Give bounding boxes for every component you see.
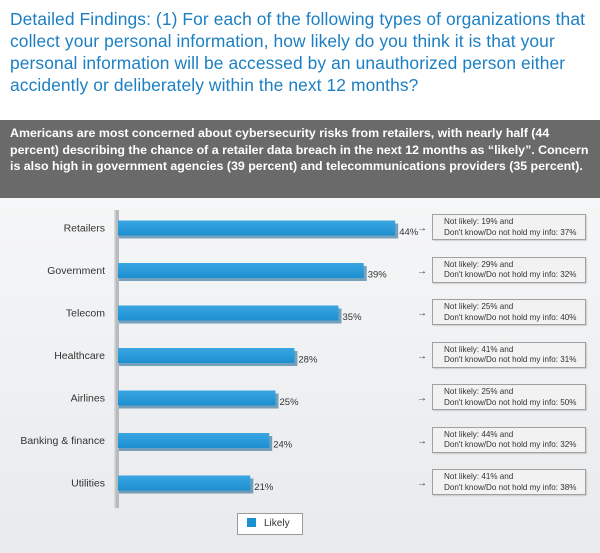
category-label: Airlines — [71, 393, 105, 405]
bar — [118, 475, 251, 491]
bar — [118, 348, 295, 363]
y-axis — [114, 210, 119, 508]
annotation-line-1: Not likely: 44% and — [444, 429, 514, 439]
chart-panel: Retailers 44% Government 39% Telecom 35% Healt… — [0, 198, 600, 553]
bar — [118, 263, 364, 278]
category-label: Telecom — [66, 308, 105, 320]
annotation-box: Not likely: 19% and Don't know/Do not hol… — [432, 214, 586, 240]
bar-chart: Retailers 44% Government 39% Telecom 35% Healt… — [20, 210, 419, 508]
annotation-line-2: Don't know/Do not hold my info: 38% — [444, 482, 577, 492]
bar — [118, 220, 396, 236]
annotation-line-2: Don't know/Do not hold my info: 32% — [444, 270, 577, 279]
arrow-right-icon: → — [417, 223, 427, 234]
category-label: Healthcare — [54, 350, 105, 362]
bar — [118, 433, 270, 448]
value-label: 44% — [399, 227, 419, 238]
annotation-line-2: Don't know/Do not hold my info: 40% — [444, 312, 577, 322]
annotation-line-2: Don't know/Do not hold my info: 37% — [444, 227, 577, 237]
category-label: Banking & finance — [20, 435, 105, 447]
summary-box: Americans are most concerned about cyber… — [0, 120, 600, 198]
value-label: 35% — [343, 312, 363, 323]
annotation-line-2: Don't know/Do not hold my info: 31% — [444, 355, 577, 364]
annotation-box: Not likely: 41% and Don't know/Do not hol… — [432, 469, 586, 495]
value-label: 25% — [280, 397, 300, 408]
chart-legend: Likely — [237, 513, 303, 535]
arrow-right-icon: → — [417, 435, 427, 447]
annotation-line-1: Not likely: 29% and — [444, 259, 514, 269]
bar — [118, 390, 276, 406]
annotation-line-1: Not likely: 25% and — [444, 302, 514, 311]
bar — [118, 305, 339, 321]
value-label: 24% — [273, 440, 293, 451]
category-label: Utilities — [71, 478, 105, 490]
annotation-box: Not likely: 41% and Don't know/Do not hol… — [432, 341, 586, 368]
category-label: Government — [47, 265, 105, 277]
y-axis-highlight — [114, 210, 116, 508]
page-title: Detailed Findings: (1) For each of the f… — [10, 9, 586, 95]
value-label: 28% — [298, 355, 318, 366]
annotation-box: Not likely: 29% and Don't know/Do not hol… — [432, 256, 586, 283]
arrow-right-icon: → — [417, 393, 427, 404]
annotation-box: Not likely: 25% and Don't know/Do not hol… — [432, 299, 586, 325]
legend-swatch — [247, 518, 256, 527]
annotation-line-1: Not likely: 41% and — [444, 472, 514, 481]
annotation-line-2: Don't know/Do not hold my info: 50% — [444, 397, 577, 407]
annotation-line-1: Not likely: 41% and — [444, 344, 514, 354]
legend-label: Likely — [264, 518, 290, 529]
value-label: 21% — [254, 482, 274, 493]
annotation-line-1: Not likely: 25% and — [444, 387, 514, 396]
category-label: Retailers — [64, 223, 105, 235]
arrow-right-icon: → — [417, 308, 427, 319]
annotation-line-2: Don't know/Do not hold my info: 32% — [444, 440, 577, 449]
annotation-line-1: Not likely: 19% and — [444, 217, 514, 226]
annotation-box: Not likely: 44% and Don't know/Do not hol… — [432, 426, 586, 453]
arrow-right-icon: → — [417, 478, 427, 489]
arrow-right-icon: → — [417, 265, 427, 277]
arrow-right-icon: → — [417, 350, 427, 362]
annotation-box: Not likely: 25% and Don't know/Do not hol… — [432, 384, 586, 410]
value-label: 39% — [368, 270, 388, 281]
